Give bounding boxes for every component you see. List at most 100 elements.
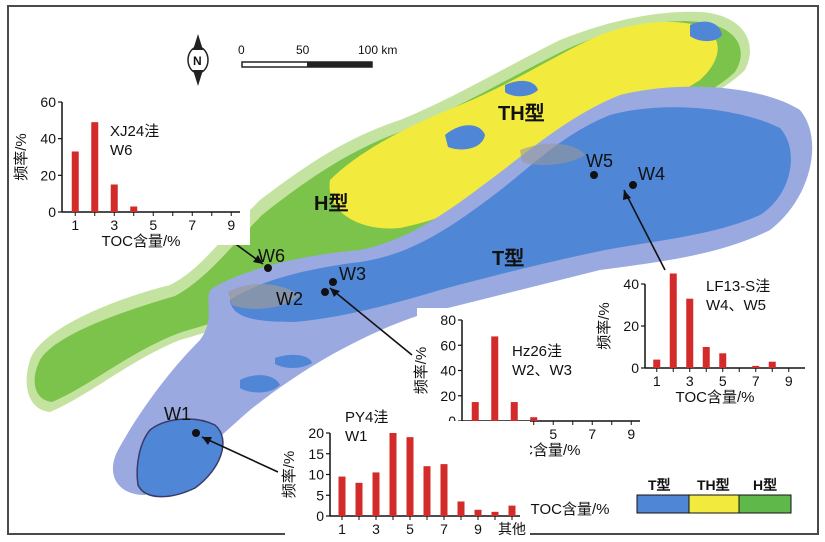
leader-arrow-w1 — [201, 436, 279, 473]
histogram-xj24-background — [17, 90, 250, 245]
blue-pocket-3 — [690, 21, 722, 42]
histogram-hz26-bar — [530, 417, 538, 421]
histogram-hz26-x-tick-label: 5 — [549, 426, 557, 442]
histogram-xj24-x-tick-label: 7 — [188, 217, 196, 233]
arrowhead-w4w5-icon — [623, 190, 631, 200]
zone-label-t: T型 — [492, 247, 524, 270]
histogram-py4-bar — [508, 505, 516, 516]
scale-tick-50: 50 — [296, 43, 310, 57]
north-arrow: N — [187, 34, 209, 86]
histogram-hz26-y-tick-label: 40 — [440, 363, 456, 379]
wells: W1 W2 W3 W4 W5 W6 — [164, 151, 665, 437]
north-pointer-icon — [193, 34, 203, 50]
scale-bar-fill — [307, 62, 372, 67]
histogram-xj24-y-tick-label: 60 — [40, 94, 56, 110]
histogram-lf13s-x-tick-label: 5 — [719, 373, 727, 389]
arrowhead-w2w3-icon — [330, 288, 340, 297]
histogram-xj24-subtitle: W6 — [110, 142, 133, 159]
legend-label-h: H型 — [753, 477, 777, 493]
histogram-py4-x-tick-label: 7 — [440, 521, 448, 537]
histogram-py4-bar — [457, 501, 465, 516]
histogram-lf13s-bar — [768, 361, 776, 368]
well-label-w2: W2 — [276, 289, 303, 309]
histogram-lf13s-bar — [752, 365, 760, 368]
w1-sag — [136, 418, 224, 498]
histogram-hz26-bar — [491, 336, 499, 421]
well-marker-w2 — [321, 288, 329, 296]
histogram-py4-x-tick-label: 5 — [406, 521, 414, 537]
basin-map — [26, 11, 813, 498]
histogram-py4-y-tick-label: 20 — [308, 425, 324, 441]
histogram-xj24-bar — [71, 151, 79, 212]
histogram-xj24-x-tick-label: 9 — [227, 217, 235, 233]
histogram-py4-bar — [389, 433, 397, 516]
histogram-xj24-y-label: 频率/% — [13, 133, 30, 181]
histogram-py4-y-tick-label: 10 — [308, 467, 324, 483]
legend: T型 TH型 H型 — [636, 477, 792, 514]
histogram-lf13s-y-tick-label: 20 — [623, 318, 639, 334]
histogram-hz26-bar — [471, 402, 479, 421]
well-marker-w1 — [192, 429, 200, 437]
histogram-xj24-x-label: TOC含量/% — [102, 233, 181, 250]
legend-swatch-h — [738, 494, 792, 514]
histogram-py4-y-tick-label: 5 — [316, 487, 324, 503]
histogram-xj24-bar — [91, 122, 99, 212]
histogram-xj24-title: XJ24洼 — [110, 123, 159, 140]
arrowhead-w1-icon — [202, 437, 212, 445]
histogram-py4-x-tick-label: 其他 — [498, 521, 526, 537]
histogram-lf13s-x-tick-label: 7 — [752, 373, 760, 389]
histogram-py4-title: PY4洼 — [345, 409, 388, 426]
histogram-lf13s-bar — [653, 359, 661, 368]
histogram-lf13s-title: LF13-S洼 — [706, 278, 770, 295]
legend-swatch-th — [688, 494, 740, 514]
histogram-py4-bar — [440, 464, 448, 516]
histogram-py4-x-tick-label: 1 — [338, 521, 346, 537]
t-zone — [230, 107, 791, 322]
histogram-py4-subtitle: W1 — [345, 428, 368, 445]
well-label-w1: W1 — [164, 404, 191, 424]
histogram-py4-y-tick-label: 0 — [316, 508, 324, 524]
histogram-hz26-y-tick-label: 20 — [440, 388, 456, 404]
blue-pocket-2 — [505, 80, 538, 97]
histogram-lf13s-bar — [702, 347, 710, 368]
histogram-xj24-y-tick-label: 40 — [40, 131, 56, 147]
scale-tick-0: 0 — [238, 43, 245, 57]
histogram-hz26-bar — [510, 402, 518, 421]
well-marker-w4 — [629, 181, 637, 189]
histogram-py4-y-tick-label: 15 — [308, 446, 324, 462]
histogram-xj24: 0 20 40 60 1 3 5 7 9 TOC含量/% 频率/% XJ24洼 W6 — [13, 90, 250, 250]
histogram-py4-bar — [423, 466, 431, 516]
legend-label-th: TH型 — [697, 477, 730, 493]
gray-patch-1 — [228, 284, 300, 309]
histogram-py4-x-tick-label: 3 — [372, 521, 380, 537]
histogram-lf13s-bar — [719, 353, 727, 368]
well-label-w5: W5 — [586, 151, 613, 171]
blue-pocket-4 — [240, 375, 280, 393]
histogram-hz26-subtitle: W2、W3 — [512, 362, 572, 379]
histogram-hz26-y-tick-label: 60 — [440, 337, 456, 353]
leader-arrow-w2w3 — [329, 287, 413, 356]
histogram-lf13s-y-tick-label: 40 — [623, 276, 639, 292]
legend-label-t: T型 — [648, 477, 671, 493]
zone-label-h: H型 — [314, 192, 348, 215]
scale-tick-100: 100 km — [358, 43, 397, 57]
histogram-hz26-x-tick-label: 7 — [588, 426, 596, 442]
histogram-py4-x-label: TOC含量/% — [531, 501, 610, 518]
well-label-w6: W6 — [258, 246, 285, 266]
histogram-lf13s-x-tick-label: 1 — [653, 373, 661, 389]
histogram-xj24-y-tick-label: 20 — [40, 167, 56, 183]
histogram-xj24-x-tick-label: 5 — [149, 217, 157, 233]
histogram-lf13s-subtitle: W4、W5 — [706, 297, 766, 314]
histogram-lf13s-bar — [669, 273, 677, 368]
histogram-lf13s: 0 20 40 1 3 5 7 9 TOC含量/% 频率/% LF13-S洼 W4、W5 — [596, 272, 815, 406]
well-label-w3: W3 — [339, 264, 366, 284]
gray-patch-2 — [520, 143, 585, 166]
histogram-xj24-x-tick-label: 1 — [71, 217, 79, 233]
histogram-lf13s-x-tick-label: 3 — [686, 373, 694, 389]
histogram-py4-bar — [474, 509, 482, 516]
histogram-xj24-bar — [110, 184, 118, 212]
histogram-xj24-bar — [130, 206, 138, 212]
histogram-lf13s-y-tick-label: 0 — [631, 360, 639, 376]
well-label-w4: W4 — [638, 164, 665, 184]
